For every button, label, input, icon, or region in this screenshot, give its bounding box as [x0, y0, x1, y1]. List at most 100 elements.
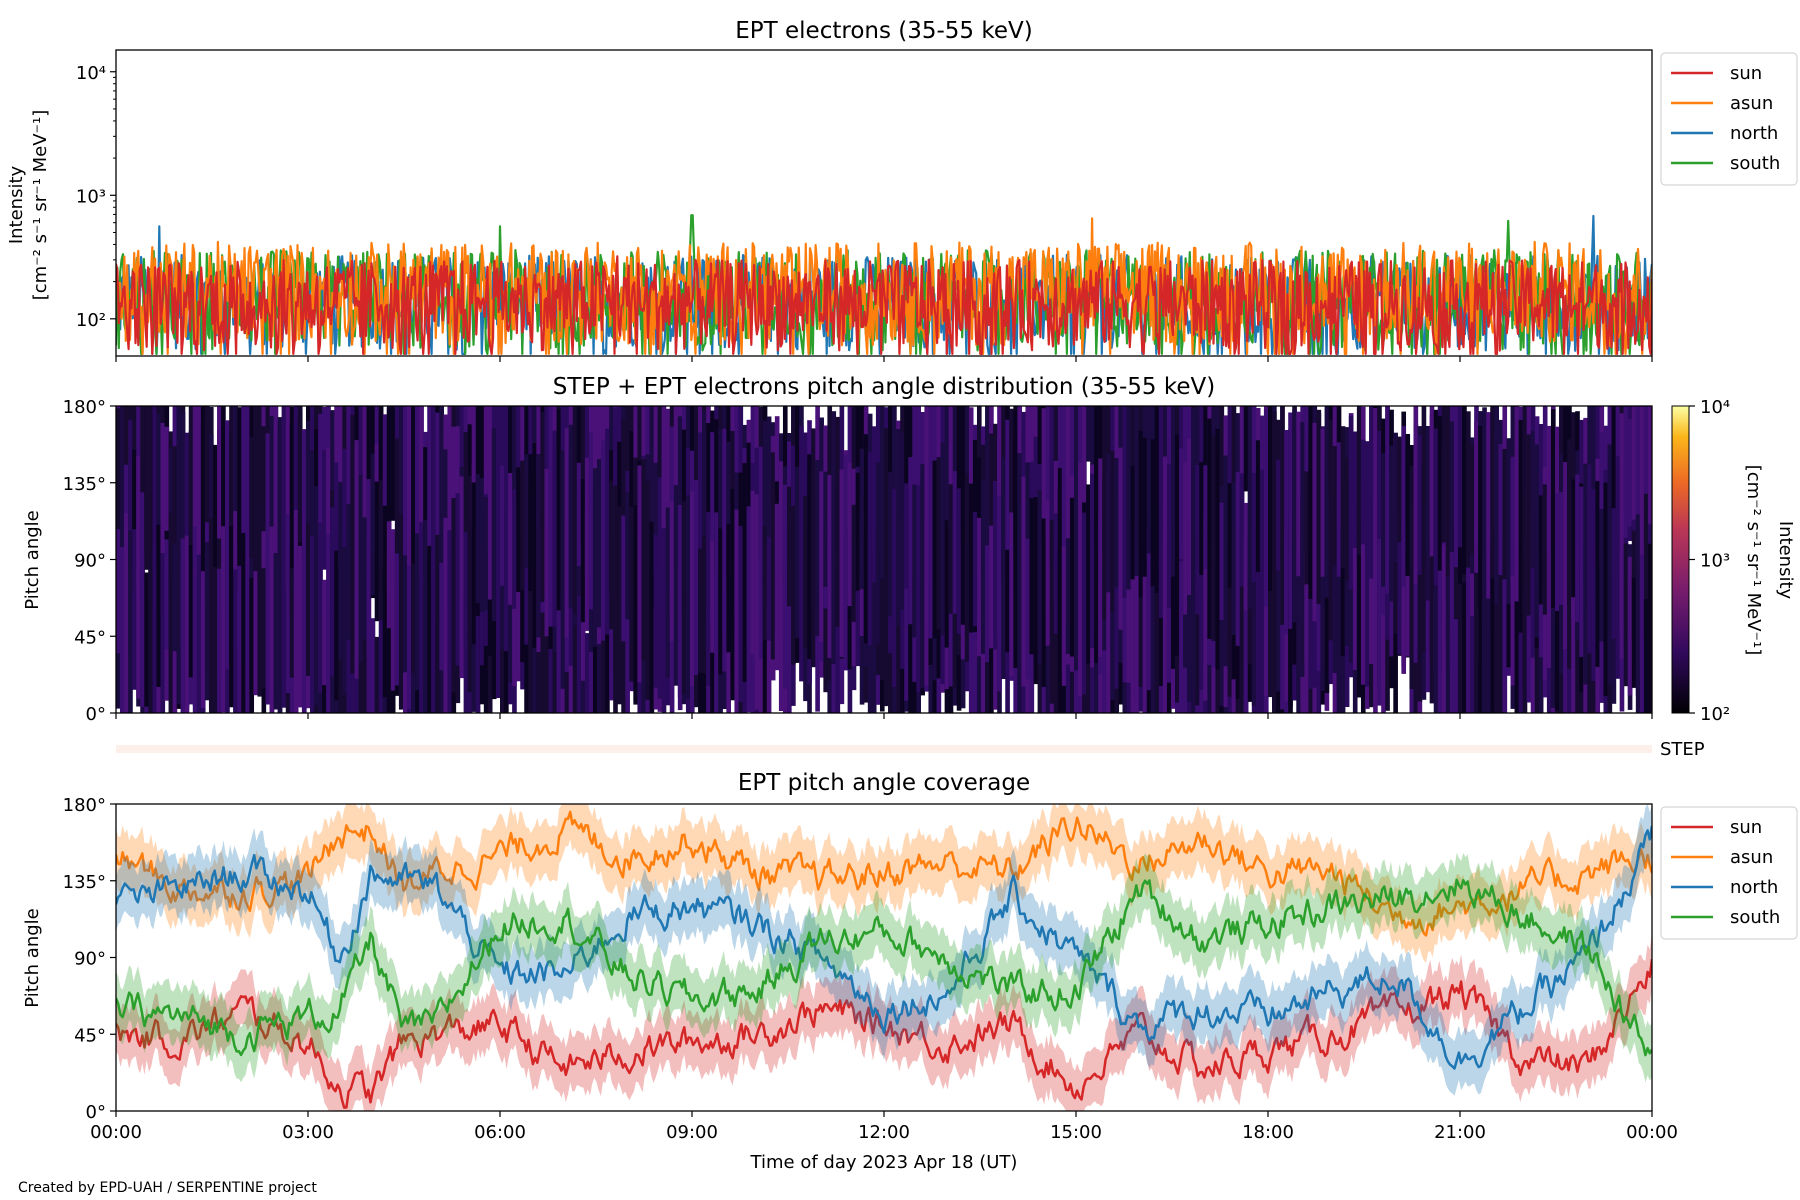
heatmap-cell [786, 524, 792, 713]
heatmap-cell [1421, 545, 1427, 652]
heatmap-cell [116, 529, 121, 654]
heatmap-cell [439, 406, 445, 571]
heatmap-cell [1538, 495, 1544, 605]
heatmap-cell [649, 406, 655, 572]
heatmap-cell [1559, 491, 1564, 605]
panel3-xlabel: Time of day 2023 Apr 18 (UT) [750, 1152, 1018, 1173]
heatmap-cell [1106, 406, 1111, 498]
heatmap-cell [1478, 528, 1483, 713]
heatmap-cell [1199, 462, 1204, 575]
heatmap-cell [1308, 427, 1314, 599]
heatmap-cell [786, 486, 792, 607]
heatmap-cell [1082, 512, 1087, 695]
heatmap-cell [940, 442, 946, 636]
heatmap-cell [1486, 542, 1491, 713]
heatmap-cell [475, 474, 481, 604]
heatmap-cell [1255, 440, 1261, 572]
heatmap-cell [1571, 584, 1576, 713]
heatmap-cell [192, 526, 198, 713]
heatmap-cell [1170, 560, 1176, 669]
heatmap-cell [1453, 619, 1459, 713]
heatmap-cell [459, 406, 465, 524]
heatmap-cell [398, 417, 404, 590]
heatmap-cell [176, 553, 182, 704]
heatmap-cell [346, 570, 352, 713]
heatmap-cell [338, 639, 343, 713]
heatmap-cell [1013, 483, 1018, 668]
heatmap-cell [1369, 406, 1374, 579]
heatmap-cell [904, 487, 909, 701]
heatmap-cell [1094, 461, 1099, 664]
heatmap-cell [896, 429, 901, 626]
heatmap-cell [1195, 465, 1200, 615]
panel-pitch-distribution: STEP + EPT electrons pitch angle distrib… [22, 374, 1796, 760]
heatmap-cell [354, 495, 360, 679]
heatmap-cell [1142, 559, 1148, 713]
heatmap-cell [1029, 610, 1035, 713]
heatmap-cell [924, 520, 930, 626]
heatmap-cell [1069, 497, 1075, 657]
heatmap-cell [803, 496, 808, 649]
heatmap-cell [1599, 598, 1605, 703]
heatmap-cell [1389, 445, 1394, 602]
heatmap-cell [1187, 438, 1192, 595]
heatmap-cell [1191, 408, 1196, 621]
heatmap-cell [386, 408, 392, 555]
heatmap-cell [439, 562, 445, 671]
heatmap-cell [1110, 451, 1115, 613]
heatmap-cell [330, 410, 335, 515]
heatmap-cell [584, 633, 590, 713]
heatmap-cell [1639, 406, 1645, 557]
heatmap-cell [981, 480, 986, 654]
heatmap-cell [1623, 543, 1629, 687]
heatmap-cell [1243, 406, 1249, 492]
heatmap-cell [1073, 490, 1079, 671]
heatmap-cell [548, 446, 554, 627]
heatmap-cell [879, 491, 885, 681]
heatmap-cell [1029, 498, 1035, 655]
heatmap-cell [1280, 406, 1285, 625]
heatmap-cell [1215, 428, 1221, 643]
heatmap-cell [932, 460, 938, 639]
heatmap-cell [884, 428, 889, 628]
heatmap-cell [855, 472, 861, 591]
heatmap-cell [1118, 447, 1124, 630]
colorbar-tick-label: 10⁴ [1700, 397, 1730, 418]
heatmap-cell [378, 591, 384, 713]
heatmap-cell [116, 408, 121, 567]
heatmap-cell [556, 408, 562, 611]
heatmap-cell [423, 447, 428, 561]
heatmap-cell [1154, 558, 1160, 713]
heatmap-cell [1336, 442, 1342, 577]
heatmap-cell [609, 566, 614, 701]
heatmap-cell [1490, 406, 1495, 579]
heatmap-cell [1462, 406, 1467, 575]
heatmap-cell [997, 495, 1002, 692]
heatmap-cell [1583, 463, 1588, 685]
step-coverage-bar [116, 745, 1652, 753]
heatmap-cell [1162, 530, 1168, 710]
heatmap-cell [1170, 421, 1176, 577]
heatmap-cell [1199, 524, 1204, 690]
heatmap-cell [435, 534, 440, 713]
heatmap-cell [293, 510, 299, 693]
series-south-band [116, 852, 1652, 1083]
heatmap-cell [1033, 497, 1039, 665]
heatmap-cell [346, 503, 352, 641]
x-tick-label: 12:00 [858, 1122, 910, 1143]
heatmap-cell [1126, 521, 1132, 683]
heatmap-cell [152, 406, 158, 573]
heatmap-cell [592, 488, 598, 647]
heatmap-cell [419, 522, 424, 713]
heatmap-cell [1417, 435, 1423, 575]
heatmap-cell [362, 586, 368, 713]
panel2-x-axis [115, 713, 1653, 719]
heatmap-cell [475, 524, 481, 713]
heatmap-cell [985, 406, 990, 504]
heatmap-cell [1546, 624, 1552, 713]
heatmap-cell [1053, 406, 1059, 513]
heatmap-cell [1126, 406, 1132, 590]
heatmap-cell [467, 475, 473, 693]
heatmap-cell [730, 488, 736, 675]
heatmap-cell [1462, 582, 1467, 713]
